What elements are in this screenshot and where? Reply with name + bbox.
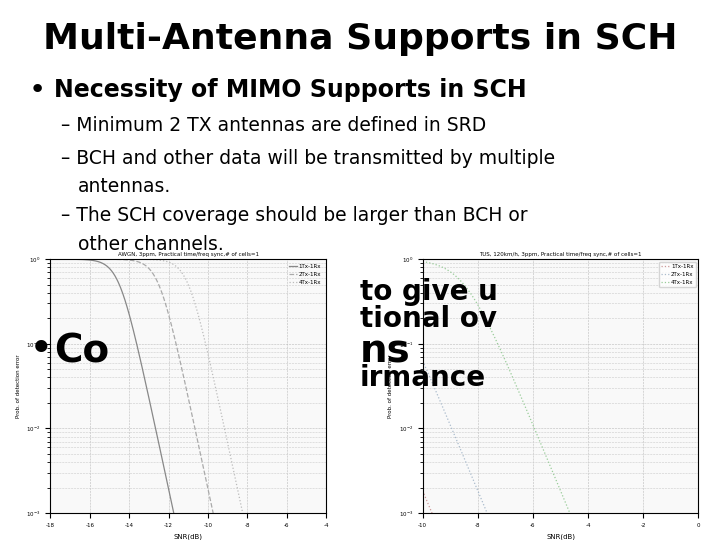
2Tx-1Rx [418, 357, 427, 364]
Text: •: • [29, 76, 46, 104]
Text: •: • [29, 329, 53, 372]
Text: tional ov: tional ov [360, 305, 497, 333]
2Tx-1Rx [195, 447, 204, 453]
Title: TUS, 120km/h, 3ppm, Practical time/freq sync,# of cells=1: TUS, 120km/h, 3ppm, Practical time/freq … [480, 252, 642, 258]
Line: 2Tx-1Rx: 2Tx-1Rx [423, 361, 698, 540]
Text: Co: Co [54, 332, 109, 370]
Legend: 1Tx-1Rx, 2Tx-1Rx, 4Tx-1Rx: 1Tx-1Rx, 2Tx-1Rx, 4Tx-1Rx [659, 262, 696, 287]
Title: AWGN, 3ppm, Practical time/freq sync,# of cells=1: AWGN, 3ppm, Practical time/freq sync,# o… [118, 252, 258, 258]
Line: 1Tx-1Rx: 1Tx-1Rx [423, 491, 698, 540]
Text: Multi-Antenna Supports in SCH: Multi-Antenna Supports in SCH [42, 22, 678, 56]
Line: 4Tx-1Rx: 4Tx-1Rx [50, 259, 326, 540]
Y-axis label: Prob. of detection error: Prob. of detection error [16, 354, 21, 418]
X-axis label: SNR(dB): SNR(dB) [546, 534, 575, 540]
2Tx-1Rx [177, 363, 186, 370]
4Tx-1Rx [177, 269, 186, 275]
X-axis label: SNR(dB): SNR(dB) [174, 534, 203, 540]
Text: – Minimum 2 TX antennas are defined in SRD: – Minimum 2 TX antennas are defined in S… [61, 116, 487, 135]
4Tx-1Rx [549, 471, 558, 477]
Text: ns: ns [360, 332, 410, 370]
Y-axis label: Prob. of detection error: Prob. of detection error [388, 354, 393, 418]
4Tx-1Rx [210, 380, 219, 386]
4Tx-1Rx [179, 271, 187, 278]
Text: Necessity of MIMO Supports in SCH: Necessity of MIMO Supports in SCH [54, 78, 526, 102]
Legend: 1Tx-1Rx, 2Tx-1Rx, 4Tx-1Rx: 1Tx-1Rx, 2Tx-1Rx, 4Tx-1Rx [287, 262, 323, 287]
4Tx-1Rx [46, 256, 55, 262]
Text: other channels.: other channels. [78, 235, 223, 254]
4Tx-1Rx [418, 258, 427, 265]
Text: irmance: irmance [360, 364, 486, 393]
Line: 4Tx-1Rx: 4Tx-1Rx [423, 261, 698, 540]
Text: to give u: to give u [360, 278, 498, 306]
Line: 1Tx-1Rx: 1Tx-1Rx [50, 259, 326, 540]
4Tx-1Rx [195, 316, 204, 323]
Line: 2Tx-1Rx: 2Tx-1Rx [50, 259, 326, 540]
Text: – The SCH coverage should be larger than BCH or: – The SCH coverage should be larger than… [61, 206, 528, 225]
Text: antennas.: antennas. [78, 177, 171, 196]
2Tx-1Rx [46, 256, 55, 262]
4Tx-1Rx [567, 515, 576, 521]
4Tx-1Rx [551, 475, 559, 482]
2Tx-1Rx [179, 371, 187, 377]
1Tx-1Rx [418, 488, 427, 494]
2Tx-1Rx [210, 516, 219, 523]
Text: – BCH and other data will be transmitted by multiple: – BCH and other data will be transmitted… [61, 148, 555, 167]
1Tx-1Rx [46, 256, 55, 262]
